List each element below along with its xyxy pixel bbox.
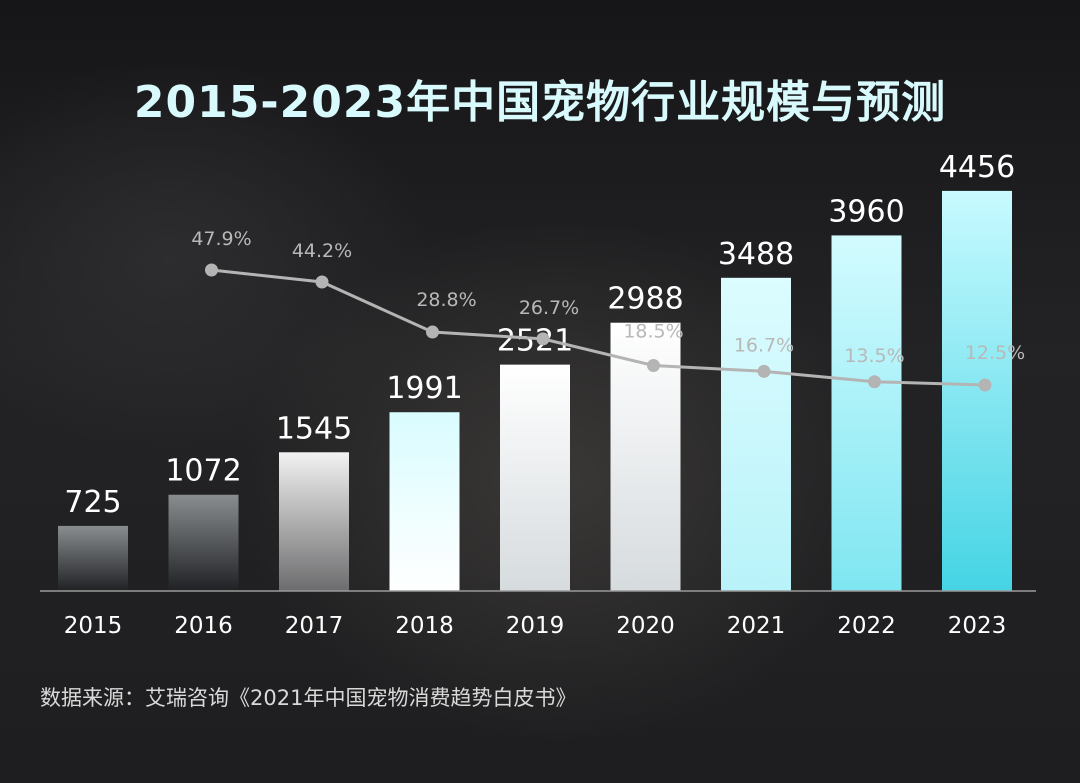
chart-title: 2015-2023年中国宠物行业规模与预测 — [133, 77, 947, 128]
bar-value-label: 3960 — [828, 194, 904, 229]
growth-rate-label: 44.2% — [292, 240, 352, 262]
growth-rate-point — [868, 375, 881, 389]
growth-rate-point — [426, 325, 439, 339]
x-tick-label: 2016 — [174, 613, 233, 639]
growth-rate-point — [205, 263, 218, 277]
x-tick-label: 2023 — [948, 613, 1007, 639]
x-tick-label: 2015 — [64, 613, 123, 639]
bar-value-label: 725 — [64, 485, 121, 520]
growth-rate-label: 12.5% — [965, 342, 1025, 364]
bar-2019 — [500, 364, 570, 591]
growth-rate-label: 18.5% — [623, 321, 683, 343]
bar-2018 — [389, 412, 460, 591]
growth-rate-label: 28.8% — [416, 289, 476, 311]
bar-2015 — [58, 525, 128, 591]
bar-value-label: 1991 — [386, 371, 462, 406]
growth-rate-point — [647, 359, 660, 373]
growth-rate-point — [315, 275, 329, 289]
bar-2022 — [831, 235, 902, 592]
bar-value-label: 1072 — [165, 454, 241, 489]
x-tick-label: 2020 — [616, 613, 675, 639]
bar-value-label: 2988 — [607, 282, 683, 317]
bar-value-label: 1545 — [276, 411, 352, 446]
growth-rate-point — [536, 332, 550, 346]
x-tick-label: 2022 — [837, 613, 896, 639]
bar-value-label: 2521 — [497, 324, 573, 359]
growth-rate-label: 26.7% — [519, 297, 579, 319]
growth-rate-line — [211, 268, 986, 387]
growth-rate-label: 16.7% — [734, 334, 794, 356]
bar-2023 — [942, 190, 1012, 591]
growth-rate-point — [978, 378, 992, 392]
x-tick-label: 2018 — [395, 613, 454, 639]
bar-value-label: 3488 — [718, 237, 794, 272]
x-tick-label: 2021 — [727, 613, 786, 639]
bar-value-label: 4456 — [939, 150, 1015, 185]
x-tick-label: 2017 — [285, 613, 344, 639]
bar-2016 — [168, 494, 239, 591]
x-tick-label: 2019 — [506, 613, 565, 639]
growth-rate-label: 13.5% — [844, 345, 904, 367]
growth-rate-label: 47.9% — [191, 228, 251, 250]
bar-2017 — [279, 452, 349, 591]
growth-rate-point — [757, 364, 771, 378]
source-note: 数据来源：艾瑞咨询《2021年中国宠物消费趋势白皮书》 — [40, 686, 577, 710]
bar-2021 — [721, 277, 791, 591]
